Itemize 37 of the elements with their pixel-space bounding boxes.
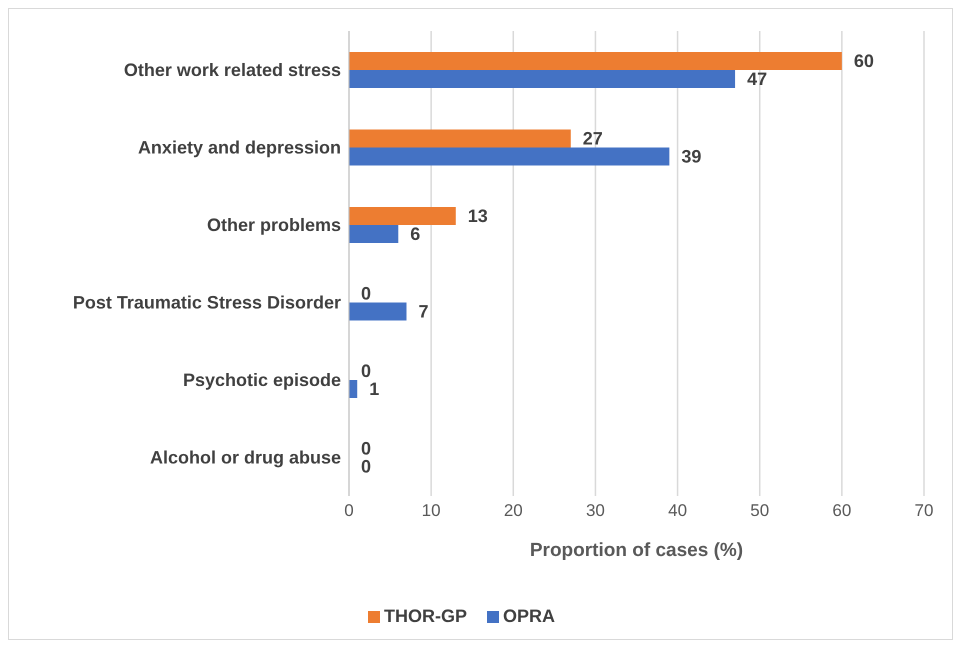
x-tick-label: 50 (750, 501, 770, 520)
x-tick-label: 10 (422, 501, 441, 520)
y-tick-label: Other problems (206, 215, 341, 236)
y-tick-label: Post Traumatic Stress Disorder (72, 292, 341, 313)
bar (349, 52, 842, 70)
data-label: 27 (582, 128, 603, 148)
data-label: 13 (468, 206, 488, 226)
data-label: 47 (747, 69, 768, 89)
x-tick-label: 30 (586, 501, 605, 520)
x-axis-title: Proportion of cases (%) (530, 540, 744, 561)
x-tick-label: 20 (504, 501, 523, 520)
legend-label: THOR-GP (384, 606, 467, 626)
bar (349, 207, 456, 225)
data-label: 0 (361, 361, 372, 381)
bar (349, 225, 398, 243)
data-label: 60 (854, 51, 874, 71)
bar (349, 380, 358, 398)
y-tick-label: Other work related stress (124, 60, 341, 80)
x-tick-label: 40 (668, 501, 688, 520)
bar (349, 148, 670, 166)
data-label: 0 (361, 284, 372, 304)
data-label: 1 (369, 379, 380, 399)
y-tick-label: Anxiety and depression (138, 138, 341, 158)
bar (349, 130, 571, 148)
data-label: 0 (361, 438, 372, 458)
bar (349, 302, 406, 320)
data-label: 0 (361, 456, 372, 476)
bar (349, 70, 736, 88)
data-label: 7 (418, 302, 429, 322)
y-tick-label: Alcohol or drug abuse (150, 448, 341, 468)
x-tick-label: 70 (914, 501, 934, 520)
data-label: 6 (410, 224, 420, 244)
data-label: 39 (681, 146, 702, 166)
x-tick-label: 60 (832, 501, 852, 520)
legend-label: OPRA (502, 606, 555, 626)
y-tick-label: Psychotic episode (182, 370, 341, 390)
x-tick-label: 0 (344, 501, 354, 520)
